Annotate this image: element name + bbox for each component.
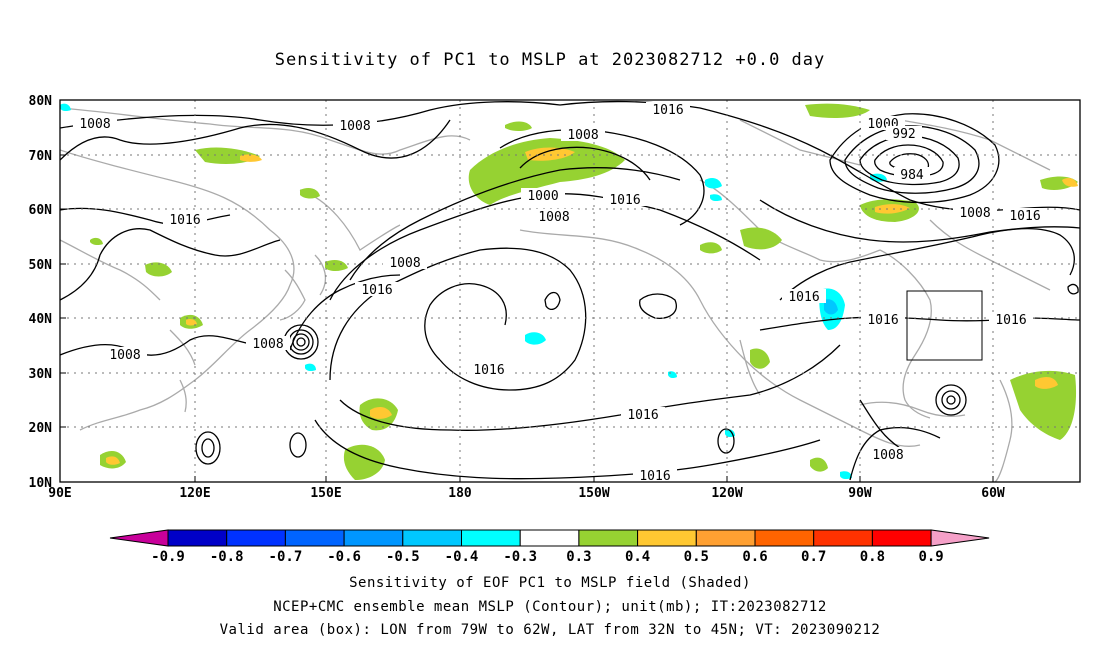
colorbar-label: -0.7 (269, 549, 303, 565)
colorbar-swatch (754, 529, 815, 547)
contour-label: 1016 (609, 193, 640, 208)
contour-label: 1008 (567, 128, 598, 143)
colorbar-swatch (402, 529, 462, 547)
colorbar-swatch (637, 529, 697, 547)
contour-label: 1008 (339, 119, 370, 134)
colorbar-label: 0.8 (860, 549, 885, 565)
tick-marks (60, 154, 994, 482)
lat-label: 50N (29, 258, 53, 273)
latitude-labels: 80N 70N 60N 50N 40N 30N 20N 10N (29, 94, 53, 491)
lon-label: 180 (448, 486, 472, 501)
contour-label: 1016 (639, 469, 670, 484)
colorbar-label: 0.7 (801, 549, 826, 565)
caption-line-1: Sensitivity of EOF PC1 to MSLP field (Sh… (349, 575, 751, 591)
colorbar-swatch (226, 529, 286, 547)
lat-label: 30N (29, 367, 53, 382)
lon-label: 150W (578, 486, 609, 501)
contour-label: 1008 (872, 448, 903, 463)
contour-label: 1016 (788, 290, 819, 305)
colorbar-swatch (695, 529, 756, 547)
contour-label: 1016 (361, 283, 392, 298)
contour-label: 1016 (652, 103, 683, 118)
lat-label: 80N (29, 94, 53, 109)
contour-label: 1016 (169, 213, 200, 228)
graticule (60, 100, 1080, 482)
contour-label: 1016 (867, 313, 898, 328)
contour-label: 984 (900, 168, 924, 183)
colorbar-swatch (871, 529, 932, 547)
colorbar-label: -0.3 (503, 549, 537, 565)
coastlines (60, 107, 1051, 482)
contour-label: 1008 (79, 117, 110, 132)
colorbar-label: 0.6 (742, 549, 767, 565)
valid-area-box (906, 290, 983, 361)
lon-label: 120E (179, 486, 210, 501)
lon-label: 150E (310, 486, 341, 501)
colorbar-high-triangle (930, 529, 990, 547)
map-title: Sensitivity of PC1 to MSLP at 2023082712… (274, 50, 826, 70)
contour-label: 1016 (995, 313, 1026, 328)
contour-label: 1008 (389, 256, 420, 271)
lon-label: 90E (48, 486, 71, 501)
contour-label: 992 (892, 127, 915, 142)
colorbar-label: -0.4 (445, 549, 479, 565)
lat-label: 10N (29, 476, 53, 491)
longitude-labels: 90E 120E 150E 180 150W 120W 90W 60W (48, 486, 1005, 501)
contour-label: 1008 (538, 210, 569, 225)
contour-label: 1016 (1009, 209, 1040, 224)
colorbar-swatch (284, 529, 345, 547)
colorbar-swatch (519, 529, 580, 547)
caption-line-3: Valid area (box): LON from 79W to 62W, L… (219, 622, 881, 638)
colorbar-label: 0.4 (625, 549, 650, 565)
contour-label-group: 1008 1008 1016 1008 1016 1016 1008 1008 … (73, 102, 1047, 484)
colorbar-label: 0.3 (566, 549, 591, 565)
colorbar-swatch (578, 529, 639, 547)
colorbar-swatch (461, 529, 521, 547)
lat-label: 60N (29, 203, 53, 218)
colorbar-swatch (813, 529, 873, 547)
colorbar: -0.9 -0.8 -0.7 -0.6 -0.5 -0.4 -0.3 0.3 0.4 0.5 0.6… (109, 529, 990, 565)
lon-label: 60W (981, 486, 1005, 501)
contour-label: 1016 (627, 408, 658, 423)
contour-label: 1000 (527, 189, 558, 204)
lat-label: 40N (29, 312, 53, 327)
lat-label: 20N (29, 421, 53, 436)
contour-label: 1016 (473, 363, 504, 378)
colorbar-label: -0.8 (210, 549, 244, 565)
colorbar-swatch (167, 529, 228, 547)
colorbar-label: 0.5 (684, 549, 709, 565)
contour-label: 1008 (959, 206, 990, 221)
colorbar-label: -0.5 (386, 549, 420, 565)
lon-label: 120W (711, 486, 742, 501)
contour-label: 1008 (252, 337, 283, 352)
colorbar-label: -0.9 (151, 549, 185, 565)
colorbar-low-triangle (109, 529, 169, 547)
lon-label: 90W (848, 486, 872, 501)
plot-frame (59, 99, 1081, 483)
colorbar-label: 0.9 (918, 549, 943, 565)
colorbar-swatch (343, 529, 404, 547)
lat-label: 70N (29, 149, 53, 164)
caption-line-2: NCEP+CMC ensemble mean MSLP (Contour); u… (273, 599, 827, 615)
contour-label: 1008 (109, 348, 140, 363)
colorbar-label: -0.6 (327, 549, 361, 565)
